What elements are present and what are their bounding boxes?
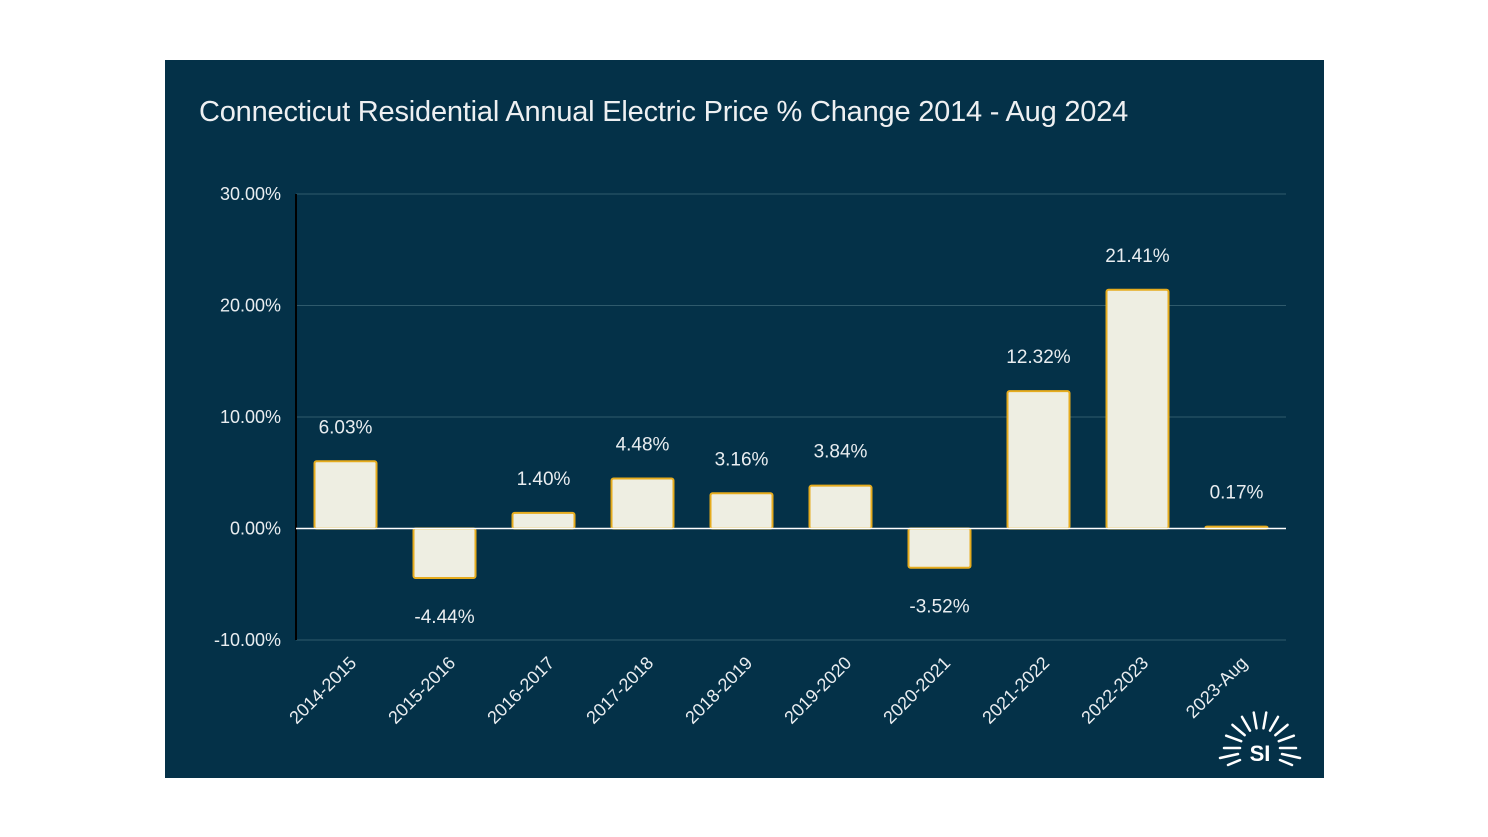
- y-tick-label: -10.00%: [214, 630, 281, 650]
- sun-ray: [1226, 758, 1242, 767]
- bar-2015-2016: [412, 527, 477, 580]
- bar-2016-2017: [511, 511, 576, 530]
- y-tick-label: 30.00%: [220, 184, 281, 204]
- data-label: 1.40%: [517, 469, 571, 490]
- sun-ray: [1240, 715, 1252, 732]
- bar-2022-2023: [1105, 288, 1170, 530]
- sun-ray: [1262, 711, 1268, 730]
- data-label: -3.52%: [909, 597, 969, 618]
- chart-panel: Connecticut Residential Annual Electric …: [165, 60, 1324, 778]
- category-labels: 2014-2015 2015-2016 2016-2017 2017-2018 2018…: [285, 653, 1251, 728]
- y-tick-label: 20.00%: [220, 296, 281, 316]
- category-label: 2023-Aug: [1182, 653, 1251, 722]
- bar-chart: 30.00% 20.00% 10.00% 0.00% -10.00% 6.03% -4.4…: [214, 184, 1302, 767]
- sun-ray: [1218, 752, 1240, 760]
- bar-2021-2022: [1006, 390, 1071, 530]
- category-label: 2018-2019: [681, 653, 756, 728]
- bar-2014-2015: [313, 460, 378, 530]
- chart-title: Connecticut Residential Annual Electric …: [199, 96, 1129, 128]
- si-logo: SI: [1218, 711, 1302, 767]
- sun-ray: [1274, 723, 1289, 737]
- data-label: 12.32%: [1006, 347, 1071, 368]
- bar-2018-2019: [709, 492, 774, 530]
- category-label: 2020-2021: [879, 653, 954, 728]
- y-tick-label: 10.00%: [220, 407, 281, 427]
- category-label: 2016-2017: [483, 653, 558, 728]
- data-label: -4.44%: [414, 607, 474, 628]
- category-label: 2022-2023: [1077, 653, 1152, 728]
- sun-ray: [1278, 758, 1294, 767]
- bars: [313, 288, 1269, 580]
- sun-ray: [1252, 711, 1258, 730]
- y-tick-label: 0.00%: [230, 519, 281, 539]
- category-label: 2019-2020: [780, 653, 855, 728]
- data-labels: 6.03% -4.44% 1.40% 4.48% 3.16% 3.84% -3.52% 12.…: [319, 246, 1264, 628]
- category-label: 2015-2016: [384, 653, 459, 728]
- bar-2019-2020: [808, 484, 873, 530]
- data-label: 3.84%: [814, 442, 868, 463]
- logo-text: SI: [1250, 741, 1271, 766]
- data-label: 0.17%: [1210, 483, 1264, 504]
- bar-2020-2021: [907, 527, 972, 569]
- data-label: 3.16%: [715, 449, 769, 470]
- category-label: 2021-2022: [978, 653, 1053, 728]
- y-tick-labels: 30.00% 20.00% 10.00% 0.00% -10.00%: [214, 184, 281, 650]
- bar-2017-2018: [610, 477, 675, 530]
- sun-ray: [1277, 734, 1296, 743]
- data-label: 4.48%: [616, 435, 670, 456]
- sun-ray: [1224, 734, 1243, 743]
- sun-ray: [1231, 723, 1246, 737]
- category-label: 2017-2018: [582, 653, 657, 728]
- category-label: 2014-2015: [285, 653, 360, 728]
- data-label: 6.03%: [319, 417, 373, 438]
- data-label: 21.41%: [1105, 246, 1170, 267]
- sun-ray: [1280, 752, 1302, 760]
- sun-rays-icon: [1218, 711, 1302, 767]
- sun-ray: [1268, 715, 1280, 732]
